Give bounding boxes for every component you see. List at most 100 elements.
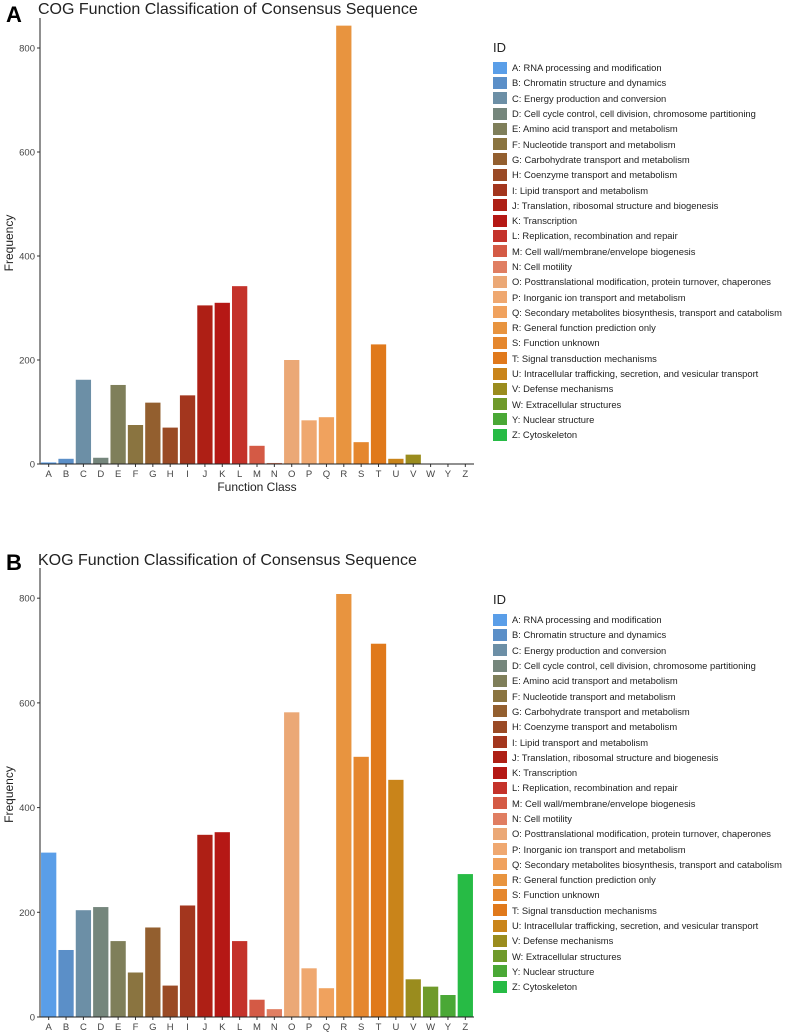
legend-swatch — [493, 736, 507, 749]
x-tick-label-b: Z — [462, 1022, 468, 1033]
legend-item: M: Cell wall/membrane/envelope biogenesi… — [493, 244, 809, 259]
bar-a-r — [336, 25, 352, 464]
bar-b-j — [197, 834, 213, 1017]
legend-label: M: Cell wall/membrane/envelope biogenesi… — [512, 245, 696, 257]
x-tick-label-a: Y — [445, 469, 452, 480]
bar-b-h — [162, 985, 178, 1017]
legend-item: Q: Secondary metabolites biosynthesis, t… — [493, 857, 809, 872]
bar-b-e — [110, 941, 126, 1017]
legend-swatch — [493, 888, 507, 901]
bar-a-f — [127, 425, 144, 464]
x-axis-title-a: Function Class — [217, 480, 296, 494]
legend-swatch — [493, 306, 507, 319]
x-tick-label-a: V — [410, 469, 417, 480]
legend-swatch — [493, 428, 507, 441]
bar-b-s — [353, 756, 369, 1017]
x-tick-label-b: V — [410, 1022, 417, 1033]
legend-label: I: Lipid transport and metabolism — [512, 736, 649, 748]
legend-title: ID — [493, 40, 506, 55]
legend-swatch — [493, 245, 507, 258]
x-tick-label-b: R — [340, 1022, 347, 1033]
legend-label: R: General function prediction only — [512, 874, 656, 886]
legend-label: W: Extracellular structures — [512, 950, 622, 962]
bar-b-t — [370, 643, 387, 1017]
legend-item: O: Posttranslational modification, prote… — [493, 826, 809, 841]
legend-label: C: Energy production and conversion — [512, 92, 667, 104]
y-tick-label-b: 800 — [19, 594, 35, 605]
legend-item: M: Cell wall/membrane/envelope biogenesi… — [493, 796, 809, 811]
bar-a-h — [162, 427, 178, 464]
legend-label: Q: Secondary metabolites biosynthesis, t… — [512, 858, 782, 870]
bar-a-g — [145, 402, 161, 464]
x-tick-label-b: S — [358, 1022, 364, 1033]
bar-b-b — [58, 949, 74, 1017]
legend-item: F: Nucleotide transport and metabolism — [493, 688, 809, 703]
legend-swatch — [493, 812, 507, 825]
legend-label: K: Transcription — [512, 767, 578, 779]
legend-swatch — [493, 229, 507, 242]
legend-swatch — [493, 980, 507, 993]
legend-item: S: Function unknown — [493, 887, 809, 902]
legend-swatch — [493, 705, 507, 718]
legend-swatch — [493, 827, 507, 840]
legend-item: G: Carbohydrate transport and metabolism — [493, 152, 809, 167]
legend-swatch — [493, 751, 507, 764]
legend-item: G: Carbohydrate transport and metabolism — [493, 704, 809, 719]
x-tick-label-b: B — [63, 1022, 69, 1033]
legend-swatch — [493, 138, 507, 151]
legend-label: T: Signal transduction mechanisms — [512, 904, 657, 916]
legend-swatch — [493, 766, 507, 779]
legend-label: B: Chromatin structure and dynamics — [512, 77, 667, 89]
bar-a-k — [214, 302, 230, 464]
x-tick-label-a: A — [46, 469, 53, 480]
legend-swatch — [493, 413, 507, 426]
legend-label: Z: Cytoskeleton — [512, 981, 578, 993]
bar-b-i — [179, 905, 196, 1017]
bar-b-u — [388, 779, 404, 1017]
legend-item: P: Inorganic ion transport and metabolis… — [493, 289, 809, 304]
bar-a-a — [41, 462, 57, 464]
legend-swatch — [493, 92, 507, 105]
legend-swatch — [493, 367, 507, 380]
legend-label: E: Amino acid transport and metabolism — [512, 675, 678, 687]
legend-label: M: Cell wall/membrane/envelope biogenesi… — [512, 797, 696, 809]
legend-swatch — [493, 382, 507, 395]
legend-label: Z: Cytoskeleton — [512, 429, 578, 441]
legend-label: H: Coenzyme transport and metabolism — [512, 169, 678, 181]
legend-swatch — [493, 352, 507, 365]
x-tick-label-b: U — [392, 1022, 399, 1033]
legend-label: T: Signal transduction mechanisms — [512, 352, 657, 364]
legend-label: D: Cell cycle control, cell division, ch… — [512, 660, 756, 672]
legend-item: C: Energy production and conversion — [493, 643, 809, 658]
legend-label: D: Cell cycle control, cell division, ch… — [512, 108, 756, 120]
x-tick-label-a: O — [288, 469, 295, 480]
x-tick-label-a: P — [306, 469, 312, 480]
legend-item: B: Chromatin structure and dynamics — [493, 627, 809, 642]
bar-b-r — [336, 593, 352, 1017]
bar-a-q — [318, 417, 335, 464]
x-tick-label-a: U — [392, 469, 399, 480]
legend-item: W: Extracellular structures — [493, 949, 809, 964]
x-tick-label-b: P — [306, 1022, 312, 1033]
x-tick-label-a: T — [376, 469, 382, 480]
legend-swatch — [493, 291, 507, 304]
legend-label: E: Amino acid transport and metabolism — [512, 123, 678, 135]
bar-b-f — [127, 972, 144, 1017]
legend-swatch — [493, 336, 507, 349]
x-tick-label-b: T — [376, 1022, 382, 1033]
x-tick-label-a: D — [97, 469, 104, 480]
legend-label: P: Inorganic ion transport and metabolis… — [512, 843, 686, 855]
legend-swatch — [493, 260, 507, 273]
x-tick-label-b: E — [115, 1022, 121, 1033]
x-tick-label-b: N — [271, 1022, 278, 1033]
x-tick-label-a: Z — [462, 469, 468, 480]
legend-item: A: RNA processing and modification — [493, 612, 809, 627]
bar-b-w — [422, 986, 439, 1017]
x-tick-label-a: N — [271, 469, 278, 480]
x-tick-label-a: B — [63, 469, 69, 480]
legend-label: A: RNA processing and modification — [512, 614, 662, 626]
bar-a-o — [284, 360, 300, 464]
legend-label: B: Chromatin structure and dynamics — [512, 629, 667, 641]
legend-item: N: Cell motility — [493, 811, 809, 826]
